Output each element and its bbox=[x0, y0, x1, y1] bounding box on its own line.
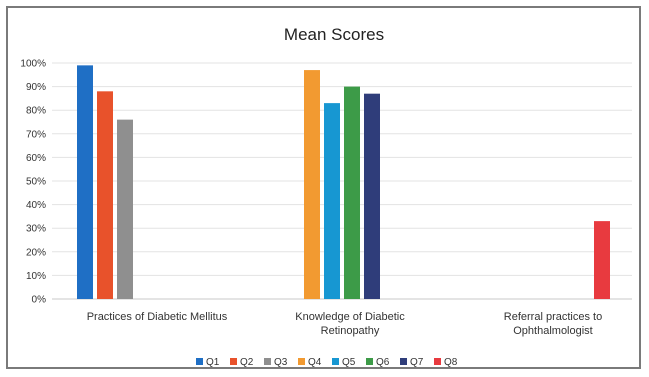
category-label: Referral practices to Ophthalmologist bbox=[504, 311, 602, 337]
legend-item-q5: Q5 bbox=[332, 357, 356, 368]
legend-item-q7: Q7 bbox=[400, 357, 424, 368]
legend-swatch bbox=[400, 358, 407, 365]
bar-q3-cat1 bbox=[117, 119, 133, 299]
y-tick-label: 90% bbox=[26, 82, 46, 93]
legend: Q1 Q2 Q3 Q4 Q5 Q6 Q7 Q8 bbox=[196, 357, 458, 368]
legend-item-q2: Q2 bbox=[230, 357, 254, 368]
bar-q5-cat2 bbox=[324, 103, 340, 300]
legend-item-q4: Q4 bbox=[298, 357, 322, 368]
y-tick-label: 60% bbox=[26, 153, 46, 164]
legend-label: Q6 bbox=[376, 357, 390, 368]
category-labels: Practices of Diabetic Mellitus Knowledge … bbox=[87, 311, 603, 337]
legend-item-q1: Q1 bbox=[196, 357, 220, 368]
legend-swatch bbox=[264, 358, 271, 365]
legend-label: Q8 bbox=[444, 357, 458, 368]
bars bbox=[77, 65, 610, 300]
y-tick-label: 40% bbox=[26, 200, 46, 211]
bar-q7-cat2 bbox=[364, 93, 380, 300]
legend-label: Q5 bbox=[342, 357, 356, 368]
legend-swatch bbox=[230, 358, 237, 365]
legend-swatch bbox=[434, 358, 441, 365]
y-tick-label: 50% bbox=[26, 177, 46, 188]
chart-title: Mean Scores bbox=[284, 25, 384, 44]
legend-item-q3: Q3 bbox=[264, 357, 288, 368]
y-tick-label: 100% bbox=[20, 59, 46, 70]
legend-swatch bbox=[366, 358, 373, 365]
bar-q6-cat2 bbox=[344, 86, 360, 299]
category-label: Practices of Diabetic Mellitus bbox=[87, 311, 228, 323]
legend-item-q6: Q6 bbox=[366, 357, 390, 368]
y-tick-label: 70% bbox=[26, 129, 46, 140]
category-label: Knowledge of Diabetic Retinopathy bbox=[295, 311, 405, 337]
y-axis-ticks: 0% 10% 20% 30% 40% 50% 60% 70% 80% 90% 100% bbox=[20, 59, 46, 306]
y-tick-label: 20% bbox=[26, 247, 46, 258]
legend-label: Q4 bbox=[308, 357, 322, 368]
gridlines bbox=[52, 62, 632, 300]
bar-q4-cat2 bbox=[304, 70, 320, 299]
y-tick-label: 0% bbox=[32, 295, 47, 306]
legend-swatch bbox=[298, 358, 305, 365]
y-tick-label: 30% bbox=[26, 224, 46, 235]
legend-label: Q3 bbox=[274, 357, 288, 368]
legend-item-q8: Q8 bbox=[434, 357, 458, 368]
legend-swatch bbox=[332, 358, 339, 365]
bar-q2-cat1 bbox=[97, 91, 113, 299]
y-tick-label: 80% bbox=[26, 106, 46, 117]
legend-label: Q1 bbox=[206, 357, 220, 368]
legend-label: Q7 bbox=[410, 357, 424, 368]
y-tick-label: 10% bbox=[26, 271, 46, 282]
legend-label: Q2 bbox=[240, 357, 254, 368]
bar-q8-cat3 bbox=[594, 221, 610, 299]
bar-q1-cat1 bbox=[77, 65, 93, 299]
legend-swatch bbox=[196, 358, 203, 365]
